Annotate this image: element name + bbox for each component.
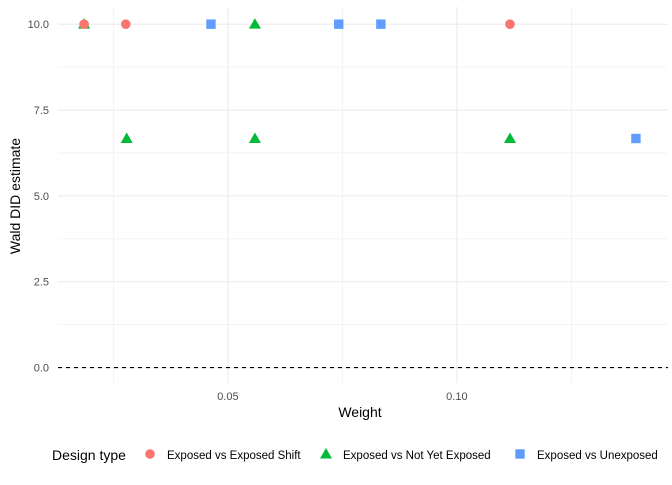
legend-square-icon	[515, 449, 525, 459]
data-point-circle	[79, 19, 89, 29]
x-axis-label: Weight	[338, 404, 381, 420]
data-point-square	[631, 133, 641, 144]
legend-title: Design type	[52, 447, 126, 463]
points	[78, 18, 641, 144]
data-point-triangle	[120, 132, 133, 144]
legend-item-label: Exposed vs Not Yet Exposed	[343, 450, 491, 462]
grid	[58, 7, 668, 383]
data-point-square	[334, 19, 344, 29]
axes: 0.0 2.5 5.0 7.5 10.0 0.05 0.10	[28, 19, 468, 403]
legend: Design type Exposed vs Exposed Shift Expo…	[52, 447, 658, 463]
legend-circle-icon	[145, 449, 155, 459]
data-point-circle	[505, 19, 515, 29]
legend-item-label: Exposed vs Exposed Shift	[167, 450, 301, 462]
x-tick-label: 0.05	[217, 391, 238, 403]
y-tick-label: 0.0	[34, 363, 49, 375]
data-point-square	[376, 19, 386, 29]
data-point-triangle	[504, 132, 517, 144]
y-tick-label: 10.0	[28, 19, 49, 31]
y-axis-label: Wald DID estimate	[7, 138, 23, 254]
x-tick-label: 0.10	[446, 391, 467, 403]
data-point-triangle	[248, 18, 261, 29]
data-point-triangle	[248, 132, 261, 144]
legend-item-label: Exposed vs Unexposed	[537, 450, 658, 462]
y-tick-label: 2.5	[34, 277, 49, 289]
data-point-square	[206, 19, 216, 29]
data-point-circle	[120, 19, 131, 29]
y-tick-label: 5.0	[34, 191, 49, 203]
y-tick-label: 7.5	[34, 105, 49, 117]
legend-triangle-icon	[320, 448, 332, 459]
